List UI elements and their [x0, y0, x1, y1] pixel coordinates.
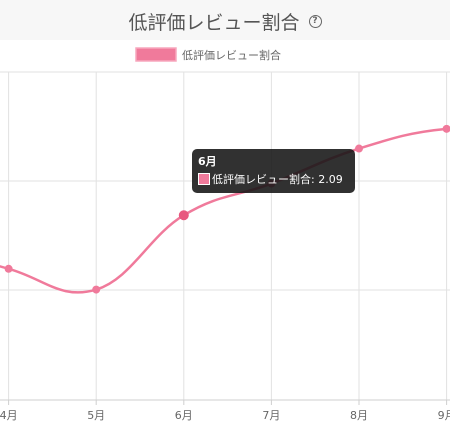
data-point [355, 144, 363, 153]
data-point [442, 124, 450, 133]
legend-swatch [135, 47, 177, 62]
x-tick-label: 7月 [262, 409, 280, 422]
x-tick-label: 6月 [175, 409, 193, 422]
chart-title: 低評価レビュー割合 [128, 12, 300, 34]
x-tick-label: 5月 [87, 409, 105, 422]
x-tick-label: 4月 [0, 409, 18, 422]
x-tick-label: 9月 [438, 409, 450, 422]
tooltip-title: 6月 [198, 155, 217, 168]
data-point [178, 210, 189, 221]
question-circle-icon[interactable]: ? [308, 15, 322, 28]
legend-label: 低評価レビュー割合 [182, 48, 281, 62]
tooltip-text: 低評価レビュー割合: 2.09 [212, 173, 343, 186]
x-tick-label: 8月 [350, 409, 368, 422]
tooltip-swatch [198, 173, 210, 185]
chart-header: 低評価レビュー割合 ? [0, 8, 450, 40]
plot-background [0, 40, 450, 434]
data-point [92, 285, 101, 294]
chart-tooltip: 6月 低評価レビュー割合: 2.09 [192, 149, 355, 193]
data-point [4, 264, 13, 273]
series-line [0, 127, 450, 294]
